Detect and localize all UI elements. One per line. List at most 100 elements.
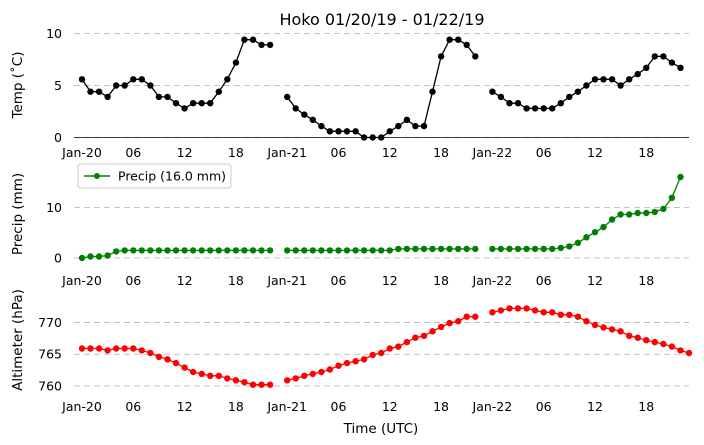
precipitation-x-tick-label: 06 <box>331 273 347 288</box>
temperature-data-point <box>352 128 359 135</box>
temperature-data-point <box>523 105 530 112</box>
precipitation-data-point <box>360 247 368 254</box>
temperature-y-tick-label: 10 <box>46 26 62 41</box>
precipitation-data-point <box>215 247 222 254</box>
temperature-data-point <box>378 134 385 141</box>
temperature-data-point <box>164 93 171 101</box>
altimeter-data-point <box>241 379 248 386</box>
altimeter-data-point <box>429 328 436 335</box>
temperature-data-point <box>224 76 231 83</box>
altimeter-y-tick-labels: 760 765 770 <box>38 315 62 394</box>
altimeter-x-tick-label: Jan-22 <box>472 399 513 414</box>
temperature-data-point <box>360 134 368 141</box>
altimeter-panel: 760 765 770 Jan-20 06 12 18 Jan-21 06 12 18 Jan-22… <box>10 289 693 414</box>
temperature-data-point <box>266 41 274 49</box>
temperature-data-point <box>420 122 428 130</box>
altimeter-data-point <box>207 372 214 379</box>
temperature-data-point <box>326 128 334 135</box>
temperature-data-point <box>95 88 103 95</box>
precipitation-data-point <box>497 245 505 253</box>
temperature-y-axis-label: Temp (˚C) <box>9 52 26 120</box>
temperature-data-point <box>249 36 257 43</box>
altimeter-data-point <box>301 372 308 379</box>
temperature-data-point <box>549 105 556 112</box>
temperature-x-tick-label: 18 <box>638 145 654 160</box>
altimeter-data-point <box>78 345 86 352</box>
precipitation-panel: 0 10 Jan-20 06 12 18 Jan-21 06 12 18 Jan-22 06 12 18… <box>10 163 689 288</box>
altimeter-data-point <box>249 381 257 388</box>
temperature-data-point <box>301 111 308 118</box>
altimeter-data-point <box>104 347 111 354</box>
precipitation-data-point <box>87 253 94 260</box>
precipitation-data-point <box>668 194 676 201</box>
temperature-data-point <box>155 93 163 101</box>
temperature-data-point <box>634 70 641 78</box>
temperature-data-point <box>309 116 316 124</box>
altimeter-line-segment <box>287 316 476 381</box>
precipitation-data-point <box>138 247 145 254</box>
temperature-data-point <box>591 76 599 83</box>
precipitation-data-point <box>412 245 419 253</box>
altimeter-data-point <box>215 372 222 379</box>
precipitation-data-point <box>523 245 530 253</box>
temperature-data-point <box>130 76 137 83</box>
precipitation-data-point <box>113 248 120 255</box>
altimeter-x-tick-label: Jan-21 <box>266 399 307 414</box>
altimeter-x-tick-label: 18 <box>638 399 654 414</box>
altimeter-data-point <box>626 332 633 339</box>
precipitation-data-point <box>591 229 599 236</box>
temperature-data-point <box>172 100 180 107</box>
precipitation-x-tick-label: 06 <box>536 273 552 288</box>
altimeter-x-tick-label: 12 <box>382 399 398 414</box>
altimeter-data-point <box>360 356 368 363</box>
altimeter-data-point <box>113 345 120 352</box>
precipitation-data-point <box>335 247 342 254</box>
temperature-data-point <box>566 93 573 101</box>
temperature-data-point <box>138 76 145 83</box>
precipitation-data-point <box>198 247 205 254</box>
altimeter-y-tick-label: 760 <box>38 379 62 394</box>
temperature-data-point <box>369 134 376 141</box>
precipitation-x-tick-label: 12 <box>587 273 603 288</box>
precipitation-data-point <box>540 245 547 253</box>
altimeter-data-point <box>531 307 539 314</box>
precipitation-x-tick-label: Jan-20 <box>61 273 102 288</box>
precipitation-data-point <box>181 247 188 254</box>
precipitation-x-tick-label: 06 <box>125 273 141 288</box>
temperature-data-point <box>540 105 547 112</box>
altimeter-x-tick-label: 18 <box>433 399 449 414</box>
precipitation-data-point <box>352 247 359 254</box>
precipitation-data-point <box>292 247 299 254</box>
temperature-data-point <box>343 128 351 135</box>
altimeter-x-tick-label: 12 <box>587 399 603 414</box>
precipitation-data-point <box>446 245 453 253</box>
precipitation-data-point <box>284 247 291 254</box>
altimeter-x-tick-labels: Jan-20 06 12 18 Jan-21 06 12 18 Jan-22 06 12 18 <box>61 399 654 414</box>
temperature-data-point <box>284 93 291 101</box>
altimeter-data-point <box>155 353 163 360</box>
precipitation-data-point <box>241 247 248 254</box>
precipitation-data-point <box>343 247 351 254</box>
legend-box <box>77 163 232 189</box>
precipitation-data-point <box>489 245 496 253</box>
altimeter-data-point <box>343 359 351 367</box>
altimeter-y-axis-label: Altimeter (hPa) <box>10 289 26 391</box>
altimeter-data-point <box>472 313 479 320</box>
precipitation-data-point <box>429 245 436 253</box>
precipitation-data-point <box>249 247 257 254</box>
precipitation-x-tick-label: 12 <box>382 273 398 288</box>
temperature-data-point <box>215 88 222 95</box>
precipitation-data-point <box>506 245 513 253</box>
altimeter-data-point <box>420 332 428 339</box>
precipitation-data-point <box>455 245 462 253</box>
altimeter-data-point <box>446 319 453 327</box>
precipitation-x-tick-label: Jan-21 <box>266 273 307 288</box>
temperature-data-point <box>113 82 120 89</box>
legend-label: Precip (16.0 mm) <box>118 169 226 184</box>
altimeter-data-point <box>591 321 599 329</box>
temperature-data-point <box>412 122 419 130</box>
precipitation-data-point <box>95 253 103 260</box>
temperature-x-tick-label: 06 <box>125 145 141 160</box>
altimeter-data-point <box>121 345 128 352</box>
altimeter-data-point <box>437 323 445 331</box>
